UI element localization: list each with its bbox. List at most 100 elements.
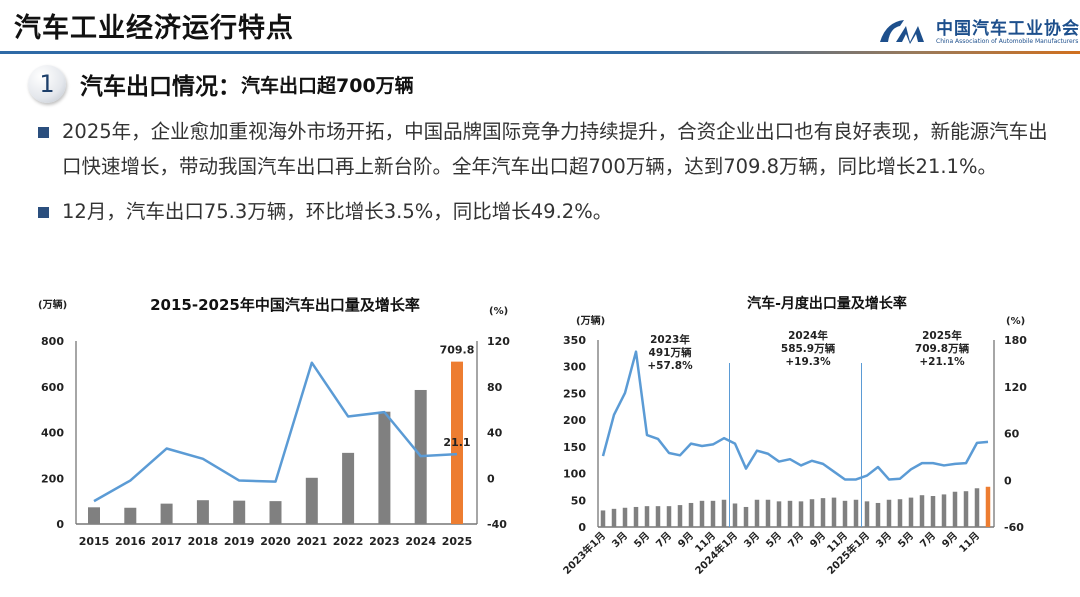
logo-en-text: China Association of Automobile Manufact… (936, 38, 1079, 45)
bar (677, 505, 683, 527)
section-number: 1 (28, 65, 66, 103)
x-tick-label: 2017 (151, 535, 182, 548)
bar (622, 507, 628, 527)
annual-export-chart: 2015-2025年中国汽车出口量及增长率(万辆)(%)020040060080… (38, 296, 510, 548)
bar (985, 486, 991, 527)
x-tick-label: 11月 (957, 530, 982, 555)
bar (600, 510, 606, 527)
y-tick-label: 300 (563, 361, 586, 374)
x-tick-label: 7月 (918, 530, 938, 550)
bar (124, 507, 137, 524)
x-tick-label: 5月 (764, 530, 784, 550)
x-tick-label: 2018 (188, 535, 219, 548)
page-title: 汽车工业经济运行特点 (14, 13, 294, 44)
bar (233, 500, 246, 524)
y2-tick-label: 80 (487, 381, 503, 394)
annotation-volume: 709.8万辆 (915, 342, 970, 355)
caam-logo-icon (880, 20, 924, 44)
x-tick-label: 2022 (333, 535, 364, 548)
bar (754, 499, 760, 527)
bar (809, 499, 815, 527)
annotation-year: 2023年 (650, 333, 690, 346)
bar (644, 506, 650, 527)
x-tick-label: 2023年1月 (560, 529, 608, 577)
bullet-item: 2025年，企业愈加重视海外市场开拓，中国品牌国际竞争力持续提升，合资企业出口也… (38, 114, 1048, 184)
bar (269, 501, 282, 524)
chart-title: 汽车-月度出口量及增长率 (747, 295, 907, 312)
x-tick-label: 5月 (896, 530, 916, 550)
x-tick-label: 7月 (654, 530, 674, 550)
logo-cn-text: 中国汽车工业协会 (936, 19, 1080, 39)
y-tick-label: 200 (563, 414, 586, 427)
y2-tick-label: 0 (487, 472, 495, 485)
bar (196, 500, 209, 524)
bar (88, 507, 100, 524)
annotation-growth: +21.1% (919, 356, 965, 368)
y-tick-label: 150 (563, 441, 586, 454)
y-tick-label: 350 (563, 334, 586, 347)
x-tick-label: 2025 (442, 535, 473, 548)
y-tick-label: 250 (563, 387, 586, 400)
y2-tick-label: 40 (487, 427, 503, 440)
bar (941, 494, 947, 527)
bar (963, 491, 969, 527)
bar (831, 497, 837, 527)
x-tick-label: 2023 (369, 535, 400, 548)
x-tick-label: 2016 (115, 535, 146, 548)
y2-tick-label: 180 (1004, 334, 1027, 347)
bar (787, 500, 793, 527)
bullet-item: 12月，汽车出口75.3万辆，环比增长3.5%，同比增长49.2%。 (38, 194, 1048, 229)
bar (842, 500, 848, 527)
x-tick-label: 2020 (260, 535, 291, 548)
y-tick-label: 200 (41, 472, 64, 485)
bar (776, 501, 782, 527)
bar (699, 500, 705, 527)
bar (974, 488, 980, 527)
caam-logo: 中国汽车工业协会 China Association of Automobile… (878, 12, 1080, 48)
bar (952, 491, 958, 527)
bar (611, 508, 617, 527)
bar (765, 499, 771, 527)
y-tick-label: 400 (41, 427, 64, 440)
y2-tick-label: 0 (1004, 474, 1012, 487)
x-tick-label: 2024 (405, 535, 436, 548)
annotation-year: 2025年 (922, 329, 962, 342)
bar (305, 477, 318, 524)
x-tick-label: 2015 (79, 535, 110, 548)
y2-tick-label: -40 (487, 518, 507, 531)
bar (743, 506, 749, 527)
annotation-volume: 491万辆 (649, 346, 692, 359)
y2-tick-label: 120 (487, 335, 510, 348)
x-tick-label: 7月 (786, 530, 806, 550)
bar (930, 496, 936, 527)
y-tick-label: 50 (571, 494, 587, 507)
y2-axis-unit: (%) (489, 306, 508, 317)
bar (732, 503, 738, 527)
bar (710, 500, 716, 527)
bullet-list: 2025年，企业愈加重视海外市场开拓，中国品牌国际竞争力持续提升，合资企业出口也… (38, 114, 1048, 229)
annotation-volume: 585.9万辆 (781, 342, 836, 355)
section-title: 汽车出口情况： (80, 74, 241, 100)
x-tick-label: 5月 (632, 530, 652, 550)
bar (655, 506, 661, 527)
y-axis-unit: (万辆) (38, 298, 67, 311)
bar (853, 499, 859, 527)
bar (666, 506, 672, 527)
bar (820, 498, 826, 527)
y2-tick-label: 60 (1004, 428, 1020, 441)
y-tick-label: 0 (56, 518, 64, 531)
y-axis-unit: (万辆) (576, 314, 605, 327)
bar (160, 503, 173, 524)
y2-tick-label: 120 (1004, 381, 1027, 394)
bar (897, 499, 903, 527)
bar (688, 502, 694, 527)
x-tick-label: 3月 (874, 530, 894, 550)
growth-line (601, 350, 989, 481)
bar (342, 452, 355, 524)
y2-tick-label: -60 (1004, 521, 1024, 534)
bar (875, 502, 881, 527)
line-data-label: 21.1 (443, 436, 470, 449)
annotation-year: 2024年 (788, 329, 828, 342)
bar (908, 497, 914, 527)
